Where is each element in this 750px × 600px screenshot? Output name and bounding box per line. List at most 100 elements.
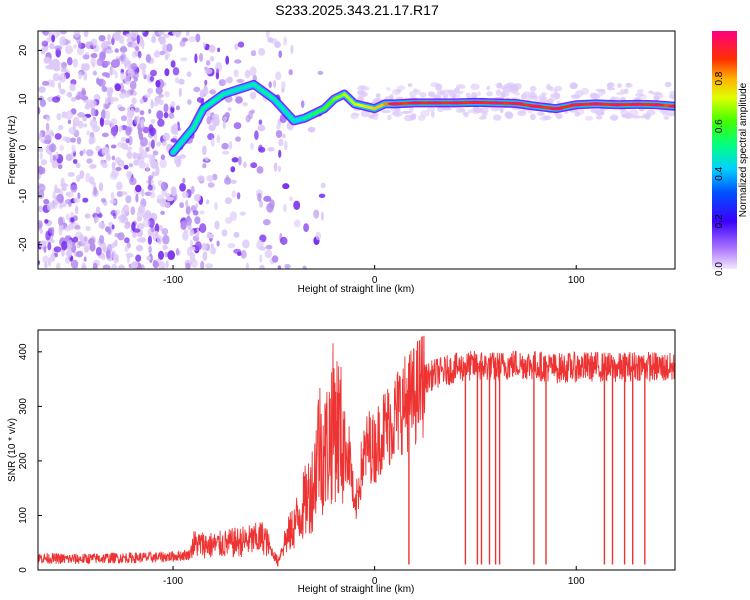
noise-blob <box>275 71 282 81</box>
noise-blob <box>263 195 272 202</box>
noise-blob <box>574 111 581 117</box>
noise-blob <box>231 157 239 163</box>
noise-blob <box>131 51 138 59</box>
noise-blob <box>242 102 248 107</box>
colorbar-gradient <box>712 31 737 269</box>
noise-blob <box>67 57 73 66</box>
noise-blob <box>50 253 56 262</box>
noise-blob <box>170 138 177 143</box>
y-tick-label: 400 <box>18 343 29 360</box>
ridge-segment <box>191 107 205 130</box>
noise-blob <box>58 73 67 83</box>
noise-blob <box>139 110 145 116</box>
noise-blob <box>538 96 547 101</box>
noise-blob <box>202 163 207 169</box>
noise-blob <box>121 207 125 216</box>
noise-blob <box>214 202 218 211</box>
noise-blob <box>584 115 594 121</box>
noise-blob <box>79 234 84 242</box>
noise-blob <box>160 154 166 160</box>
spectrogram-y-label: Frequency (Hz) <box>7 116 18 185</box>
noise-blob <box>86 99 94 108</box>
noise-blob <box>607 82 615 88</box>
noise-blob <box>281 87 285 93</box>
noise-blob <box>501 91 507 97</box>
noise-blob <box>283 36 287 46</box>
noise-blob <box>44 261 48 269</box>
noise-blob <box>467 109 473 114</box>
noise-blob <box>77 192 81 199</box>
noise-blob <box>85 41 94 49</box>
noise-blob <box>126 37 133 43</box>
noise-blob <box>250 162 258 169</box>
noise-blob <box>472 105 480 112</box>
noise-blob <box>77 91 83 97</box>
noise-blob <box>79 150 84 157</box>
noise-blob <box>100 43 109 49</box>
noise-blob <box>187 99 192 105</box>
noise-blob <box>240 249 247 259</box>
ridge-peak <box>569 103 584 107</box>
ridge-segment <box>373 102 387 111</box>
noise-blob <box>111 224 115 230</box>
noise-blob <box>395 89 402 93</box>
colorbar-tick-label: 0.0 <box>714 262 725 276</box>
noise-blob <box>59 144 64 152</box>
noise-blob <box>108 221 114 227</box>
noise-blob <box>149 76 154 82</box>
noise-blob <box>120 72 126 81</box>
noise-blob <box>256 166 264 174</box>
noise-blob <box>227 107 232 112</box>
noise-blob <box>181 191 189 199</box>
noise-blob <box>136 222 145 230</box>
noise-blob <box>58 124 64 131</box>
noise-blob <box>54 45 63 51</box>
noise-blob <box>221 229 228 237</box>
noise-blob <box>45 65 53 70</box>
noise-blob <box>38 220 43 229</box>
noise-blob <box>192 210 199 216</box>
noise-blob <box>67 172 75 177</box>
noise-blob <box>120 115 128 122</box>
noise-blob <box>77 112 85 118</box>
noise-blob <box>38 165 44 175</box>
noise-blob <box>300 100 305 108</box>
noise-blob <box>65 213 70 220</box>
noise-blob <box>43 198 50 205</box>
noise-blob <box>206 199 210 205</box>
noise-blob <box>231 190 236 198</box>
noise-blob <box>157 118 165 127</box>
noise-blob <box>294 219 301 228</box>
noise-blob <box>486 85 491 91</box>
ridge-peak <box>508 101 523 105</box>
noise-blob <box>136 115 140 124</box>
noise-blob <box>104 103 109 110</box>
noise-blob <box>158 224 163 231</box>
noise-blob <box>42 80 50 86</box>
noise-blob <box>131 261 139 269</box>
noise-blob <box>210 137 215 147</box>
noise-blob <box>114 83 122 92</box>
noise-blob <box>125 138 130 144</box>
y-tick-label: -20 <box>18 237 29 252</box>
noise-blob <box>188 36 196 43</box>
noise-blob <box>158 261 166 269</box>
snr-frame <box>37 329 676 571</box>
noise-blob <box>178 87 182 98</box>
ridge-segment <box>201 92 225 111</box>
snr-trace <box>38 335 675 567</box>
noise-blob <box>86 149 94 157</box>
noise-blob <box>84 213 91 219</box>
noise-blob <box>175 158 182 168</box>
y-tick-label: 300 <box>18 398 29 415</box>
noise-blob <box>101 72 109 77</box>
noise-blob <box>45 115 51 122</box>
noise-blob <box>80 95 89 101</box>
noise-blob <box>64 256 71 264</box>
noise-blob <box>426 107 436 112</box>
colorbar-tick-label: 0.4 <box>714 166 725 180</box>
noise-blob <box>277 265 282 269</box>
noise-blob <box>127 68 135 78</box>
noise-blob <box>111 155 116 161</box>
noise-blob <box>164 68 170 77</box>
